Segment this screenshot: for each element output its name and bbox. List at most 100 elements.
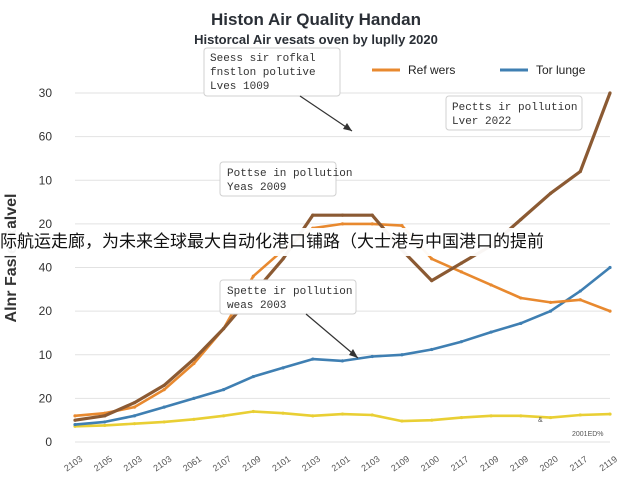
series-1-point (311, 357, 315, 361)
y-tick-label: 20 (39, 304, 53, 318)
series-1-point (519, 321, 523, 325)
series-0-point (73, 414, 77, 418)
x-tick-label: 2103 (151, 454, 173, 474)
y-axis-label: Alnr Fasle Ralvel (3, 194, 20, 323)
series-2-point (548, 191, 553, 195)
series-3-point (103, 423, 107, 428)
annotation-box-2 (219, 161, 337, 197)
annotation-4-line-2: Lver 2022 (452, 116, 511, 128)
x-tick-labels: 2103 2105 2103 2103 2061 2107 2109 2101 2103 2101… (62, 454, 619, 474)
series-3-point (162, 420, 166, 424)
x-tick-label: 2105 (92, 454, 114, 474)
x-tick-label: 2109 (241, 454, 263, 474)
series-1-point (489, 330, 493, 334)
series-3-point (519, 414, 523, 418)
y-tick-labels: 0 20 10 20 40 20 10 60 30 (39, 86, 53, 449)
series-1-point (281, 366, 285, 370)
series-3-point (132, 422, 137, 426)
series-3-point (578, 413, 582, 417)
gridlines (75, 92, 610, 443)
annotation-box-3 (219, 279, 357, 315)
series-1-point (162, 405, 166, 409)
annotation-3-arrow (305, 313, 359, 359)
chart-title: Histon Air Quality Handan (211, 10, 421, 29)
series-0-point (192, 361, 196, 366)
series-3-point (400, 419, 404, 423)
series-2-point (519, 217, 523, 222)
series-2-point (192, 357, 196, 361)
series-3-point (370, 413, 374, 417)
x-tick-label: 2117 (568, 454, 590, 473)
annotation-1-arrow (299, 95, 353, 132)
x-tick-label: 2020 (538, 454, 560, 474)
y-tick-label: 0 (45, 435, 52, 449)
x-tick-label: 2109 (389, 454, 411, 474)
legend-label-tor-lunge: Tor lunge (536, 63, 586, 77)
x-tick-label: 2103 (300, 454, 322, 474)
series-1-point (192, 396, 196, 400)
series-2-point (132, 401, 137, 405)
series-2-point (73, 418, 77, 422)
annotation-1-arrowhead (343, 123, 352, 131)
annotation-2-line-1: Pottse in pollution (227, 168, 352, 180)
series-2-point (222, 326, 226, 331)
series-1-point (222, 388, 226, 392)
y-tick-label: 10 (39, 348, 53, 362)
series-0-point (132, 405, 137, 409)
annotation-3-line-1: Spette ir pollution (227, 286, 352, 298)
series-2-point (608, 91, 612, 95)
series-2-point (103, 414, 107, 418)
series-1-point (73, 422, 77, 427)
series-0-point (400, 224, 404, 228)
series-3-point (608, 412, 612, 416)
y-tick-label: 20 (39, 391, 53, 405)
series-2-point (311, 213, 315, 217)
series-0-point (519, 296, 523, 300)
series-0-point (430, 257, 434, 261)
series-1-point (459, 340, 463, 344)
y-tick-label: 40 (39, 261, 53, 275)
series-3-point (311, 414, 315, 418)
series-3-point (548, 415, 553, 420)
annotation-box-4 (445, 95, 583, 131)
x-tick-label: 2103 (359, 454, 381, 474)
series-1-point (400, 353, 404, 357)
chart-subtitle: Historcal Air vesats oven by luplly 2020 (194, 32, 438, 47)
legend-label-ref-wers: Ref wers (408, 63, 455, 77)
series-0-point (251, 274, 255, 278)
series-1-point (251, 374, 255, 379)
y-tick-label: 20 (39, 217, 53, 231)
series-1-point (578, 289, 582, 293)
annotation-3-arrowhead (349, 349, 358, 358)
y-tick-label: 30 (39, 86, 53, 100)
annotation-box-1 (203, 47, 341, 97)
x-tick-label: 2119 (597, 454, 619, 473)
series-2-point (578, 169, 582, 174)
series-3-point (340, 412, 345, 416)
series-line-2 (74, 92, 612, 422)
x-tick-label: 2103 (122, 454, 144, 474)
series-lines (73, 91, 612, 428)
x-tick-label: 2107 (211, 454, 233, 474)
series-1-point (103, 420, 107, 424)
point-note-1: & (538, 417, 543, 424)
x-tick-label: 2100 (419, 454, 441, 474)
overlay-caption: 际航运走廊，为未来全球最大自动化港口铺路（大士港与中国港口的提前 (0, 228, 640, 256)
series-1-point (548, 309, 553, 313)
series-3-point (459, 415, 463, 420)
series-3-point (192, 417, 196, 421)
annotation-1-line-3: Lves 1009 (210, 81, 269, 93)
series-2-point (459, 261, 463, 265)
series-0-point (459, 270, 463, 274)
series-3-point (281, 411, 285, 415)
series-2-point (162, 383, 166, 387)
series-0-point (578, 298, 582, 302)
series-0-point (162, 388, 166, 392)
series-1-point (430, 347, 434, 352)
y-tick-label: 60 (39, 130, 53, 144)
series-1-point (370, 354, 374, 359)
x-tick-label: 2109 (508, 454, 530, 474)
y-tick-label: 10 (39, 173, 53, 187)
